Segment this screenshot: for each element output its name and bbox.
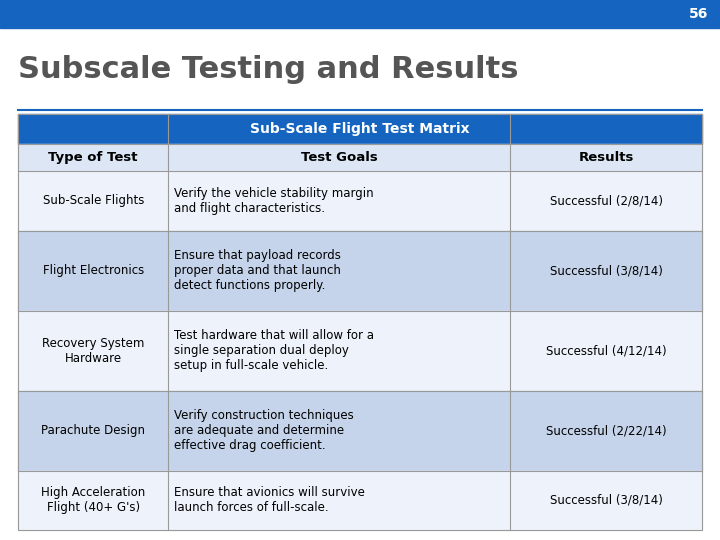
Bar bbox=[18, 114, 702, 144]
Text: Ensure that avionics will survive
launch forces of full-scale.: Ensure that avionics will survive launch… bbox=[174, 487, 365, 514]
Bar bbox=[0, 0, 720, 28]
Text: Results: Results bbox=[579, 151, 634, 164]
Bar bbox=[18, 171, 702, 231]
Text: High Acceleration
Flight (40+ G's): High Acceleration Flight (40+ G's) bbox=[41, 487, 145, 514]
Text: Subscale Testing and Results: Subscale Testing and Results bbox=[18, 56, 518, 84]
Bar bbox=[18, 310, 702, 390]
Text: 56: 56 bbox=[688, 7, 708, 21]
Text: Sub-Scale Flight Test Matrix: Sub-Scale Flight Test Matrix bbox=[250, 122, 470, 136]
Bar bbox=[18, 470, 702, 530]
Text: Successful (4/12/14): Successful (4/12/14) bbox=[546, 344, 667, 357]
Text: Type of Test: Type of Test bbox=[48, 151, 138, 164]
Text: Parachute Design: Parachute Design bbox=[41, 424, 145, 437]
Text: Test Goals: Test Goals bbox=[301, 151, 378, 164]
Text: Sub-Scale Flights: Sub-Scale Flights bbox=[42, 194, 144, 207]
Bar bbox=[18, 114, 702, 530]
Bar bbox=[18, 390, 702, 470]
Text: Successful (2/22/14): Successful (2/22/14) bbox=[546, 424, 667, 437]
Bar bbox=[18, 144, 702, 171]
Text: Ensure that payload records
proper data and that launch
detect functions properl: Ensure that payload records proper data … bbox=[174, 249, 341, 292]
Text: Verify construction techniques
are adequate and determine
effective drag coeffic: Verify construction techniques are adequ… bbox=[174, 409, 354, 452]
Text: Verify the vehicle stability margin
and flight characteristics.: Verify the vehicle stability margin and … bbox=[174, 187, 374, 215]
Bar bbox=[18, 231, 702, 310]
Text: Successful (3/8/14): Successful (3/8/14) bbox=[550, 264, 662, 277]
Text: Successful (3/8/14): Successful (3/8/14) bbox=[550, 494, 662, 507]
Text: Flight Electronics: Flight Electronics bbox=[42, 264, 144, 277]
Text: Recovery System
Hardware: Recovery System Hardware bbox=[42, 336, 145, 365]
Text: Successful (2/8/14): Successful (2/8/14) bbox=[550, 194, 662, 207]
Text: Test hardware that will allow for a
single separation dual deploy
setup in full-: Test hardware that will allow for a sing… bbox=[174, 329, 374, 372]
